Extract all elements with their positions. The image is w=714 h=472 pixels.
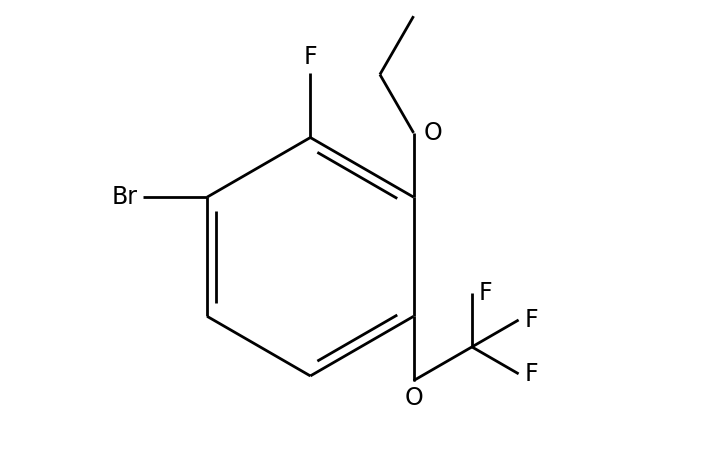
Text: O: O <box>424 121 443 145</box>
Text: F: F <box>478 281 492 305</box>
Text: F: F <box>303 45 317 69</box>
Text: F: F <box>525 362 538 386</box>
Text: F: F <box>525 308 538 332</box>
Text: O: O <box>404 386 423 410</box>
Text: Br: Br <box>111 185 138 209</box>
